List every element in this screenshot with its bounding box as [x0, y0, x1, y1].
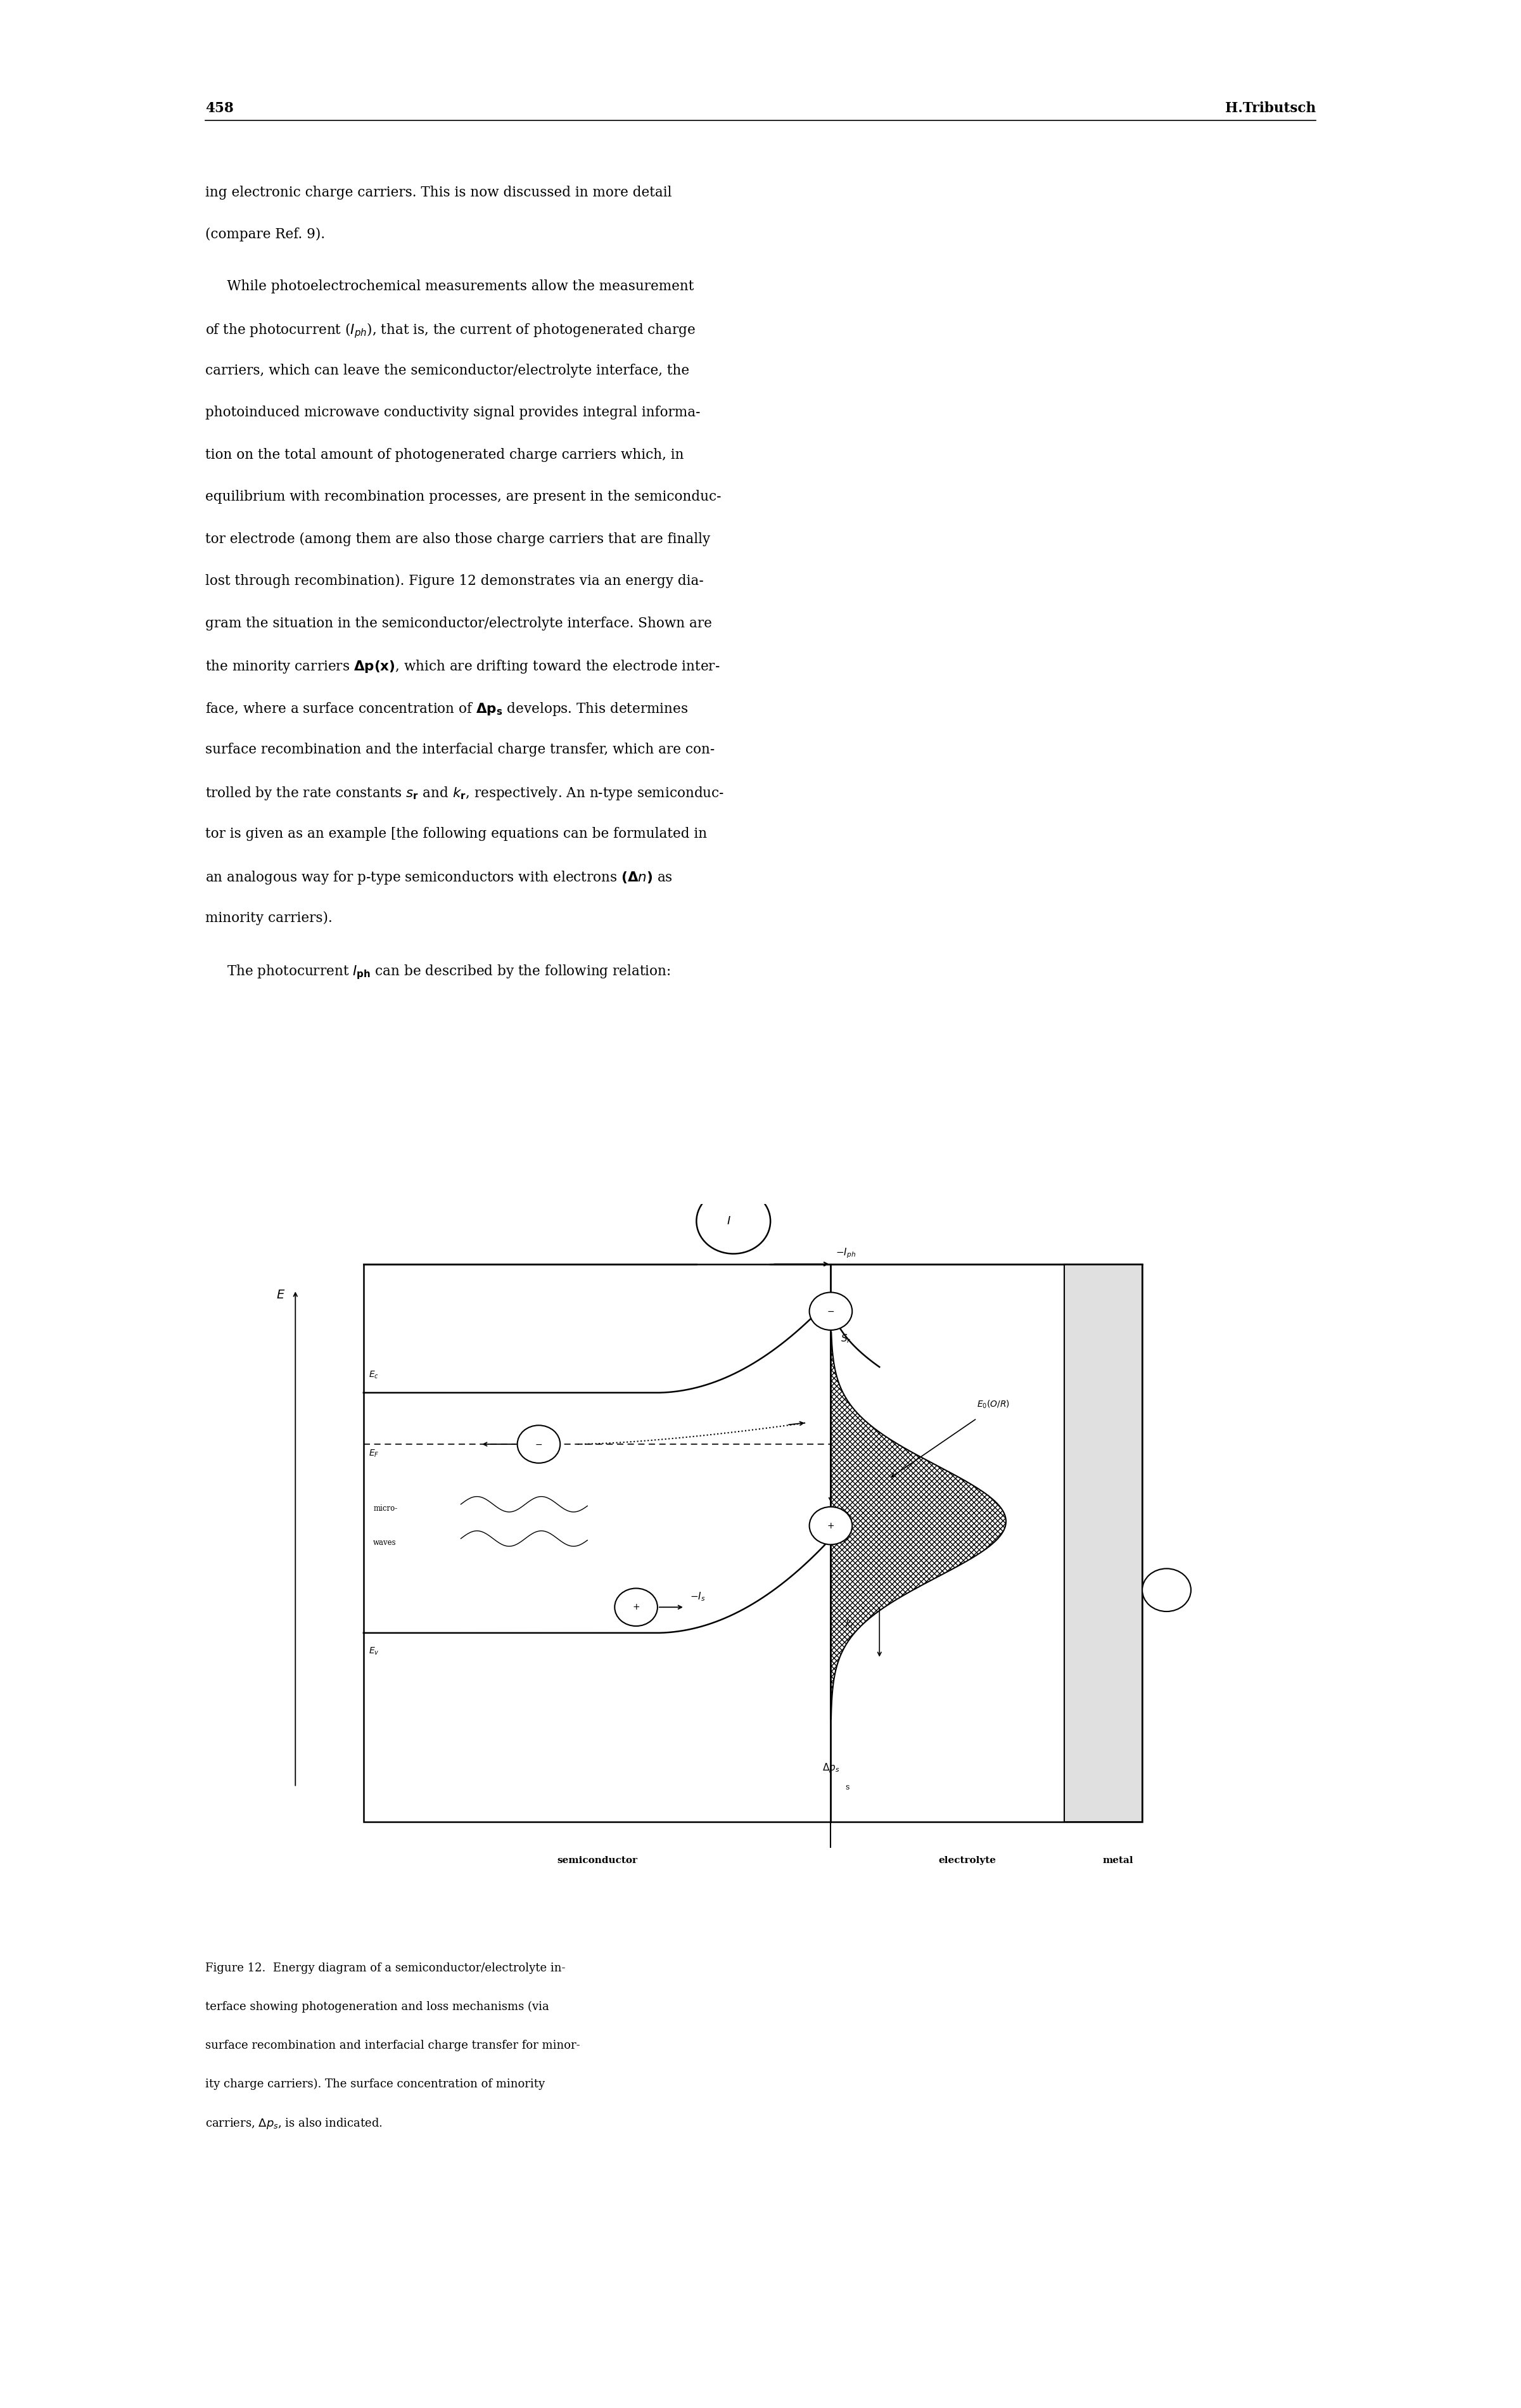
Text: $E$: $E$ [277, 1291, 286, 1300]
Text: tor electrode (among them are also those charge carriers that are finally: tor electrode (among them are also those… [205, 532, 710, 547]
Text: $-$: $-$ [535, 1440, 543, 1450]
Text: $-I_s$: $-I_s$ [689, 1592, 706, 1604]
Circle shape [517, 1426, 560, 1464]
Text: of the photocurrent ($\mathit{I_{ph}}$), that is, the current of photogenerated : of the photocurrent ($\mathit{I_{ph}}$),… [205, 320, 695, 340]
Bar [1065, 1264, 1142, 1820]
Text: $+$: $+$ [633, 1604, 640, 1611]
Text: metal: metal [1103, 1857, 1133, 1864]
Text: 458: 458 [205, 101, 234, 116]
Text: (compare Ref. 9).: (compare Ref. 9). [205, 229, 325, 241]
Circle shape [614, 1589, 657, 1625]
Text: $\Delta p_s$: $\Delta p_s$ [821, 1763, 840, 1775]
Text: tor is given as an example [the following equations can be formulated in: tor is given as an example [the followin… [205, 826, 707, 840]
Text: $E_0(O/R)$: $E_0(O/R)$ [976, 1399, 1010, 1411]
Text: $-$: $-$ [827, 1308, 835, 1315]
Text: photoinduced microwave conductivity signal provides integral informa-: photoinduced microwave conductivity sign… [205, 405, 700, 419]
Text: an analogous way for p-type semiconductors with electrons $\mathbf{(\Delta \math: an analogous way for p-type semiconducto… [205, 869, 672, 886]
Text: electrolyte: electrolyte [938, 1857, 996, 1864]
Text: $S_r$: $S_r$ [841, 1332, 852, 1344]
Text: While photoelectrochemical measurements allow the measurement: While photoelectrochemical measurements … [205, 279, 694, 294]
Text: gram the situation in the semiconductor/electrolyte interface. Shown are: gram the situation in the semiconductor/… [205, 616, 712, 631]
Text: trolled by the rate constants $\mathbf{\mathit{s}_r}$ and $\mathbf{\mathit{k}_r}: trolled by the rate constants $\mathbf{\… [205, 785, 724, 802]
Text: $k_r$: $k_r$ [846, 1618, 855, 1630]
Text: micro-: micro- [373, 1505, 397, 1512]
Text: $+$: $+$ [827, 1522, 835, 1529]
Text: H.Tributsch: H.Tributsch [1224, 101, 1316, 116]
Text: face, where a surface concentration of $\mathbf{\Delta p_s}$ develops. This dete: face, where a surface concentration of $… [205, 701, 689, 718]
Text: waves: waves [373, 1539, 397, 1546]
Text: terface showing photogeneration and loss mechanisms (via: terface showing photogeneration and loss… [205, 2001, 549, 2013]
Text: $-I_{ph}$: $-I_{ph}$ [835, 1247, 856, 1259]
Text: surface recombination and interfacial charge transfer for minor-: surface recombination and interfacial ch… [205, 2040, 580, 2052]
Circle shape [697, 1190, 771, 1255]
Text: Figure 12.  Energy diagram of a semiconductor/electrolyte in-: Figure 12. Energy diagram of a semicondu… [205, 1963, 566, 1975]
Text: lost through recombination). Figure 12 demonstrates via an energy dia-: lost through recombination). Figure 12 d… [205, 573, 704, 588]
Text: $E_v$: $E_v$ [368, 1645, 379, 1657]
Circle shape [809, 1507, 852, 1544]
Text: equilibrium with recombination processes, are present in the semiconduc-: equilibrium with recombination processes… [205, 489, 721, 503]
Text: semiconductor: semiconductor [557, 1857, 637, 1864]
Text: ing electronic charge carriers. This is now discussed in more detail: ing electronic charge carriers. This is … [205, 185, 672, 200]
Text: carriers, which can leave the semiconductor/electrolyte interface, the: carriers, which can leave the semiconduc… [205, 364, 689, 378]
Text: The photocurrent $\mathbf{\mathit{I}_{ph}}$ can be described by the following re: The photocurrent $\mathbf{\mathit{I}_{ph… [205, 963, 671, 980]
Text: $\mathit{I}$: $\mathit{I}$ [727, 1216, 730, 1226]
Text: surface recombination and the interfacial charge transfer, which are con-: surface recombination and the interfacia… [205, 742, 715, 756]
Text: tion on the total amount of photogenerated charge carriers which, in: tion on the total amount of photogenerat… [205, 448, 684, 462]
Bar [364, 1264, 1142, 1820]
Circle shape [809, 1293, 852, 1329]
Text: ity charge carriers). The surface concentration of minority: ity charge carriers). The surface concen… [205, 2078, 545, 2090]
Circle shape [1142, 1568, 1191, 1611]
Text: $E_F$: $E_F$ [368, 1450, 379, 1459]
Text: minority carriers).: minority carriers). [205, 910, 333, 925]
Text: $E_c$: $E_c$ [368, 1370, 379, 1380]
Text: carriers, $\Delta p_s$, is also indicated.: carriers, $\Delta p_s$, is also indicate… [205, 2117, 383, 2131]
Text: s: s [846, 1782, 849, 1792]
Text: the minority carriers $\mathbf{\Delta p(x)}$, which are drifting toward the elec: the minority carriers $\mathbf{\Delta p(… [205, 657, 719, 674]
